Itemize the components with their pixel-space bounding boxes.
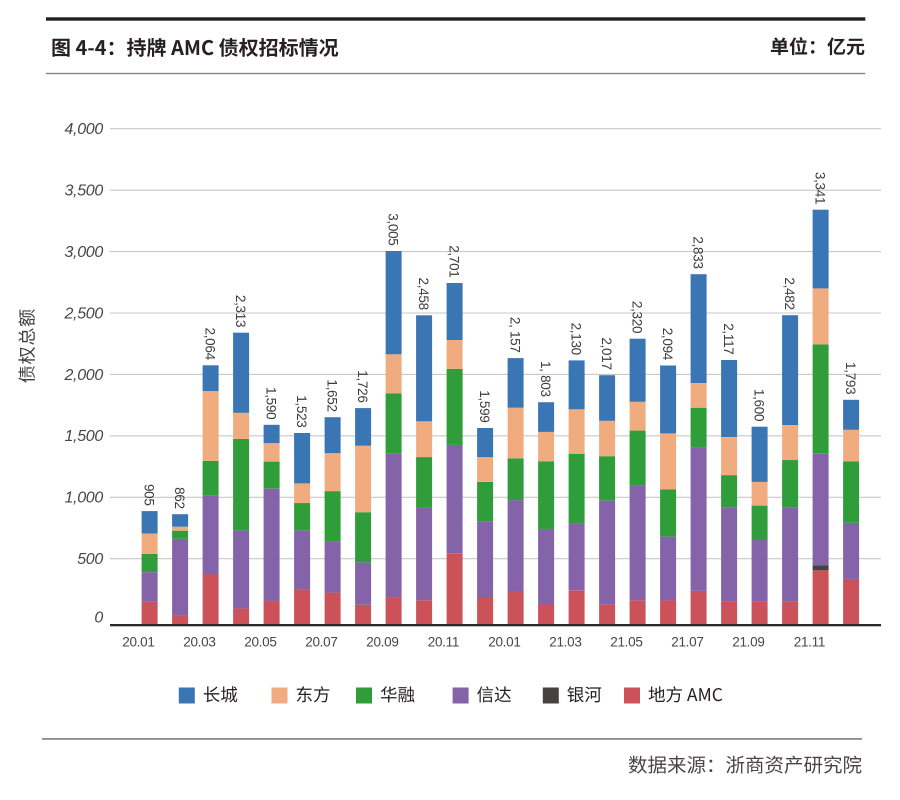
svg-text:2,482: 2,482 bbox=[782, 277, 797, 309]
svg-text:2,701: 2,701 bbox=[446, 245, 461, 277]
svg-text:21.09: 21.09 bbox=[732, 635, 764, 650]
svg-text:4,000: 4,000 bbox=[64, 121, 103, 138]
svg-text:21.07: 21.07 bbox=[671, 635, 703, 650]
svg-text:862: 862 bbox=[172, 487, 187, 509]
svg-text:21.03: 21.03 bbox=[549, 635, 581, 650]
svg-text:2,313: 2,313 bbox=[233, 295, 248, 327]
svg-text:20.09: 20.09 bbox=[366, 635, 398, 650]
svg-text:1,652: 1,652 bbox=[324, 379, 339, 411]
svg-text:2,320: 2,320 bbox=[629, 301, 644, 333]
svg-text:2,000: 2,000 bbox=[63, 367, 103, 384]
svg-text:2, 157: 2, 157 bbox=[507, 317, 522, 353]
svg-text:1,523: 1,523 bbox=[294, 395, 309, 427]
svg-text:500: 500 bbox=[77, 551, 103, 568]
svg-text:21.11: 21.11 bbox=[794, 635, 825, 650]
svg-text:2,500: 2,500 bbox=[63, 305, 103, 322]
svg-text:1,590: 1,590 bbox=[263, 387, 278, 419]
svg-text:20.01: 20.01 bbox=[122, 635, 154, 650]
svg-text:20.11: 20.11 bbox=[428, 635, 459, 650]
svg-text:2,094: 2,094 bbox=[660, 328, 675, 361]
svg-text:1,000: 1,000 bbox=[64, 490, 103, 507]
svg-text:905: 905 bbox=[141, 484, 156, 506]
svg-text:1,500: 1,500 bbox=[64, 428, 103, 445]
svg-text:20.03: 20.03 bbox=[183, 635, 215, 650]
svg-text:0: 0 bbox=[94, 610, 103, 627]
svg-text:21.05: 21.05 bbox=[610, 635, 642, 650]
svg-text:1,599: 1,599 bbox=[477, 390, 492, 422]
svg-text:2,017: 2,017 bbox=[599, 337, 614, 369]
svg-text:2,130: 2,130 bbox=[568, 323, 583, 355]
svg-text:2,833: 2,833 bbox=[690, 236, 705, 268]
svg-text:3,000: 3,000 bbox=[64, 244, 103, 261]
svg-text:1,600: 1,600 bbox=[751, 389, 766, 421]
svg-text:20.07: 20.07 bbox=[305, 635, 337, 650]
svg-text:20.01: 20.01 bbox=[488, 635, 520, 650]
svg-text:3,341: 3,341 bbox=[812, 172, 827, 204]
svg-text:1,726: 1,726 bbox=[355, 370, 370, 402]
svg-text:3,500: 3,500 bbox=[64, 183, 103, 200]
svg-text:2,064: 2,064 bbox=[202, 328, 217, 361]
svg-text:1, 803: 1, 803 bbox=[538, 361, 553, 397]
svg-text:2,458: 2,458 bbox=[416, 278, 431, 310]
svg-text:2,117: 2,117 bbox=[721, 323, 736, 354]
svg-text:20.05: 20.05 bbox=[244, 635, 276, 650]
svg-text:3,005: 3,005 bbox=[385, 213, 400, 245]
svg-text:1,793: 1,793 bbox=[843, 362, 858, 394]
